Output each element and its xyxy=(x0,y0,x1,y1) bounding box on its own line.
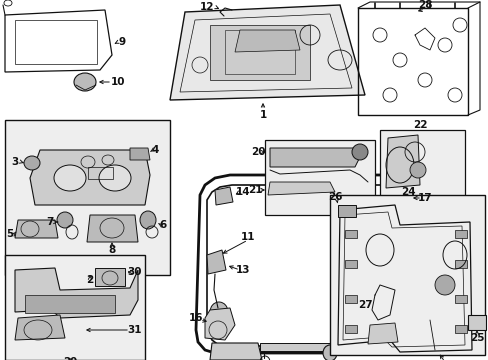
Bar xyxy=(95,268,125,286)
Text: 21: 21 xyxy=(247,185,262,195)
Bar xyxy=(345,325,356,333)
Ellipse shape xyxy=(54,165,86,191)
Ellipse shape xyxy=(209,302,227,322)
Ellipse shape xyxy=(323,345,336,360)
Text: 29: 29 xyxy=(62,357,77,360)
Ellipse shape xyxy=(426,295,442,315)
Text: 4: 4 xyxy=(151,145,159,155)
Text: 8: 8 xyxy=(108,245,115,255)
Bar xyxy=(25,295,115,313)
Ellipse shape xyxy=(24,156,40,170)
Bar xyxy=(454,230,466,238)
Polygon shape xyxy=(235,30,299,52)
Text: 26: 26 xyxy=(327,192,342,202)
Bar xyxy=(5,255,145,360)
Polygon shape xyxy=(87,215,138,242)
Bar xyxy=(345,295,356,303)
Text: 6: 6 xyxy=(159,220,166,230)
Ellipse shape xyxy=(409,162,425,178)
Polygon shape xyxy=(385,135,419,188)
Polygon shape xyxy=(209,343,262,360)
Text: 31: 31 xyxy=(127,325,142,335)
Text: 28: 28 xyxy=(417,0,431,10)
Polygon shape xyxy=(15,220,58,238)
Ellipse shape xyxy=(57,212,73,228)
Bar xyxy=(88,167,113,179)
Text: 17: 17 xyxy=(417,193,431,203)
Ellipse shape xyxy=(424,271,438,289)
Text: 27: 27 xyxy=(357,300,371,310)
Text: 12: 12 xyxy=(199,2,214,12)
Text: 24: 24 xyxy=(400,187,414,197)
Text: 11: 11 xyxy=(240,232,255,242)
Ellipse shape xyxy=(140,211,156,229)
Text: 3: 3 xyxy=(11,157,19,167)
Bar xyxy=(345,260,356,268)
Polygon shape xyxy=(30,150,150,205)
Text: 20: 20 xyxy=(250,147,264,157)
Bar xyxy=(209,25,309,80)
Text: 25: 25 xyxy=(469,333,483,343)
Bar xyxy=(467,315,485,330)
Bar xyxy=(454,325,466,333)
Text: 7: 7 xyxy=(46,217,54,227)
Bar xyxy=(379,130,464,220)
Text: 16: 16 xyxy=(188,313,203,323)
Bar xyxy=(345,230,356,238)
Polygon shape xyxy=(170,5,364,100)
Bar xyxy=(264,140,374,215)
Polygon shape xyxy=(204,308,235,340)
Bar xyxy=(454,295,466,303)
Bar xyxy=(337,205,355,217)
Text: 22: 22 xyxy=(412,120,427,130)
Polygon shape xyxy=(367,323,397,344)
Bar xyxy=(454,260,466,268)
Polygon shape xyxy=(130,148,150,160)
Polygon shape xyxy=(15,268,138,318)
Polygon shape xyxy=(215,187,232,205)
Text: 14: 14 xyxy=(235,187,250,197)
Ellipse shape xyxy=(99,165,131,191)
Polygon shape xyxy=(267,182,334,195)
Bar xyxy=(329,195,484,355)
Text: 10: 10 xyxy=(110,77,125,87)
Text: 2: 2 xyxy=(86,275,93,285)
Polygon shape xyxy=(15,315,65,340)
Ellipse shape xyxy=(434,275,454,295)
Text: 9: 9 xyxy=(118,37,125,47)
Ellipse shape xyxy=(74,73,96,91)
Bar xyxy=(224,30,294,74)
Ellipse shape xyxy=(351,144,367,160)
Text: 13: 13 xyxy=(235,265,250,275)
Polygon shape xyxy=(206,250,225,274)
Polygon shape xyxy=(269,148,359,167)
Text: 30: 30 xyxy=(127,267,142,277)
Text: 5: 5 xyxy=(6,229,14,239)
Bar xyxy=(260,343,339,351)
Bar xyxy=(5,120,170,275)
Text: 1: 1 xyxy=(259,110,266,120)
Bar xyxy=(15,20,97,64)
